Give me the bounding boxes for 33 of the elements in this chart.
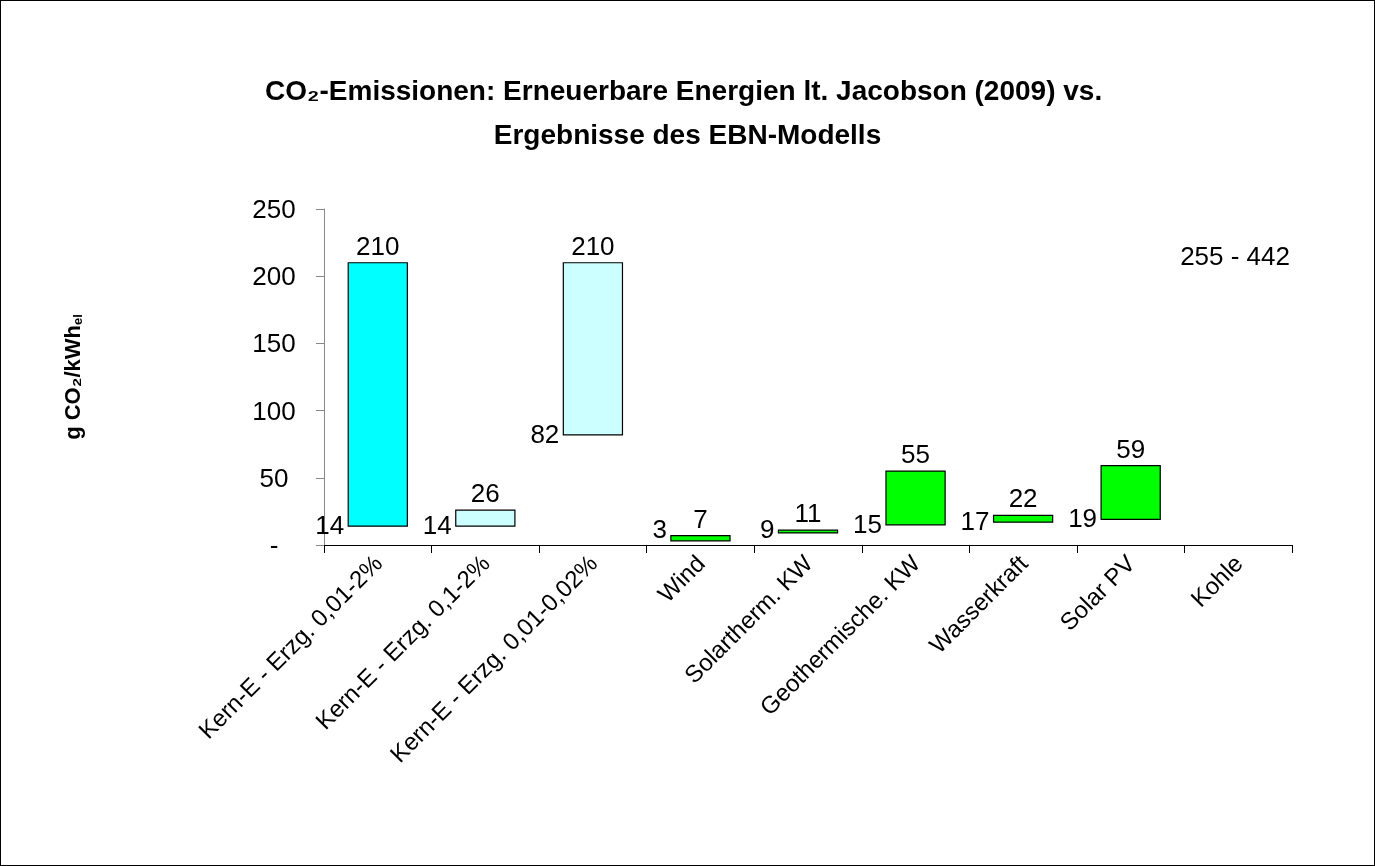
annotation: 82 <box>530 418 560 449</box>
data-label: 7 <box>693 503 708 534</box>
annotation: 15 <box>853 508 882 539</box>
data-label: 22 <box>1008 483 1038 514</box>
y-tick-label: 250 <box>252 194 296 224</box>
bar <box>885 470 946 526</box>
y-tick-label: - <box>269 530 279 560</box>
data-label: 210 <box>356 230 400 261</box>
y-tick-label: 50 <box>259 462 289 493</box>
bar <box>562 262 624 436</box>
bar <box>347 262 408 527</box>
bar <box>670 534 731 542</box>
y-axis-title: g CO₂/kWhel <box>60 314 85 440</box>
annotation: 9 <box>759 514 775 544</box>
annotation: 17 <box>960 506 990 537</box>
data-label: 210 <box>571 230 615 261</box>
bar <box>1100 465 1161 521</box>
y-tick-label: 150 <box>252 328 296 359</box>
chart-title: CO₂-Emissionen: Erneuerbare Energien lt. Jacobson (2009) vs. Ergebnisse des EBN-Modells <box>265 74 1110 150</box>
annotation: 3 <box>652 514 667 544</box>
y-tick-label: 100 <box>252 395 296 426</box>
annotation: 255 - 442 <box>1180 241 1291 271</box>
bar <box>455 509 516 527</box>
data-label: 11 <box>794 498 822 529</box>
bar <box>992 514 1054 523</box>
data-label: 59 <box>1116 433 1146 464</box>
y-tick-label: 200 <box>252 261 296 292</box>
annotation: 14 <box>422 510 452 541</box>
annotation: 19 <box>1068 503 1098 534</box>
data-label: 55 <box>901 439 931 470</box>
data-label: 26 <box>470 478 500 509</box>
annotation: 14 <box>315 510 345 541</box>
bar <box>777 529 839 534</box>
